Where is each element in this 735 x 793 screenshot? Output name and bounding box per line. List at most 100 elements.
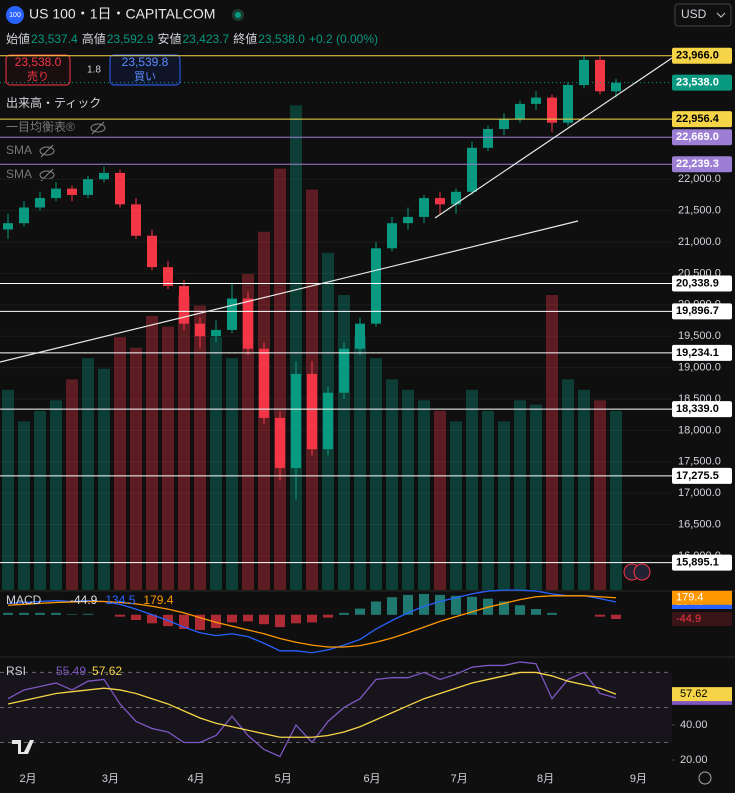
indicator-label: SMA xyxy=(6,143,32,157)
candle-body xyxy=(163,267,173,286)
buy-label[interactable]: 買い xyxy=(134,70,156,83)
y-tick-label: 20.00 xyxy=(680,754,708,766)
volume-bar xyxy=(178,295,190,590)
macd-histogram-bar xyxy=(83,613,93,615)
volume-bar xyxy=(18,421,30,590)
volume-bar xyxy=(594,400,606,590)
level-label: 19,234.1 xyxy=(676,347,719,359)
candle-body xyxy=(51,188,61,199)
event-flag[interactable] xyxy=(633,563,651,581)
ohlc-value: 23,538.0 xyxy=(258,32,305,46)
volume-bar xyxy=(578,389,590,590)
macd-histogram-bar xyxy=(339,612,349,615)
volume-bar xyxy=(434,410,446,590)
candle-body xyxy=(3,223,13,230)
volume-bar xyxy=(130,347,142,590)
sell-label[interactable]: 売り xyxy=(27,70,49,83)
buy-button[interactable] xyxy=(109,54,181,86)
candle-body xyxy=(67,188,77,195)
level-label: 23,538.0 xyxy=(676,77,719,89)
y-tick-label: 19,500.0 xyxy=(678,330,721,342)
value-tag-label: 179.4 xyxy=(676,592,704,604)
ohlc-change: +0.2 (0.00%) xyxy=(309,32,378,46)
candle-body xyxy=(195,323,205,337)
candle-body xyxy=(371,248,381,324)
volume-bar xyxy=(66,379,78,590)
symbol-title: US 100・1日・CAPITALCOM xyxy=(29,6,215,22)
macd-histogram-bar xyxy=(387,597,397,615)
macd-histogram-bar xyxy=(19,612,29,615)
macd-histogram-bar xyxy=(371,601,381,615)
macd-value: 134.5 xyxy=(105,593,135,607)
signal-line xyxy=(7,595,617,648)
volume-bar xyxy=(82,358,94,590)
y-tick-label: 22,000.0 xyxy=(678,173,721,185)
x-tick-label: 9月 xyxy=(630,773,647,785)
macd-histogram-bar xyxy=(259,614,269,625)
candle-body xyxy=(435,198,445,205)
buy-price[interactable]: 23,539.8 xyxy=(122,55,169,69)
y-tick-label: 17,000.0 xyxy=(678,487,721,499)
candle-body xyxy=(531,97,541,104)
value-tag-label: -44.9 xyxy=(676,613,701,625)
rsi-value: 55.49 xyxy=(56,664,86,678)
volume-bar xyxy=(450,421,462,590)
currency[interactable]: USD xyxy=(681,7,707,21)
currency-button[interactable] xyxy=(674,3,732,27)
volume-bar xyxy=(146,316,158,590)
candle-body xyxy=(115,172,125,205)
macd-histogram-bar xyxy=(531,609,541,615)
level-tag xyxy=(672,275,732,292)
indicator-label: 一目均衡表® xyxy=(6,120,75,134)
volume-bar xyxy=(194,305,206,590)
macd-histogram-bar xyxy=(291,614,301,624)
x-tick-label: 8月 xyxy=(537,773,554,785)
volume-bar xyxy=(402,389,414,590)
level-label: 15,895.1 xyxy=(676,557,719,569)
candle-body xyxy=(243,298,253,349)
volume-bar xyxy=(290,105,302,590)
settings-icon[interactable] xyxy=(698,771,712,785)
macd-pane: MACD -44.9 134.5 179.4 xyxy=(0,589,735,654)
candle-body xyxy=(227,298,237,330)
candle-body xyxy=(19,207,29,224)
candle-body xyxy=(403,216,413,224)
x-tick-label: 3月 xyxy=(102,773,119,785)
level-tag xyxy=(672,47,732,64)
level-label: 22,669.0 xyxy=(676,131,719,143)
trend-lines xyxy=(0,57,673,363)
pane-title: MACD xyxy=(6,593,42,607)
level-tag xyxy=(672,401,732,418)
axis-layer: 22,000.021,500.021,000.020,500.020,000.0… xyxy=(19,47,732,785)
candle-body xyxy=(339,348,349,393)
macd-histogram-bar xyxy=(499,601,509,615)
volume-bar xyxy=(386,379,398,590)
macd-histogram-bar xyxy=(611,614,621,620)
macd-histogram-bar xyxy=(451,595,461,615)
macd-histogram-bar xyxy=(355,608,365,615)
candle-body xyxy=(611,82,621,92)
x-tick-label: 6月 xyxy=(363,773,380,785)
volume-bar xyxy=(418,400,430,590)
candle-body xyxy=(387,223,397,249)
volume-bar xyxy=(530,404,542,590)
level-label: 23,966.0 xyxy=(676,50,719,62)
level-tag xyxy=(672,129,732,146)
candle-body xyxy=(355,323,365,349)
macd-histogram-bar xyxy=(435,594,445,615)
volume-bar xyxy=(98,368,110,590)
macd-histogram-bar xyxy=(243,614,253,622)
sell-button[interactable] xyxy=(5,54,71,86)
sell-price[interactable]: 23,538.0 xyxy=(15,55,62,69)
macd-histogram-bar xyxy=(275,614,285,628)
candle-body xyxy=(99,172,109,180)
candle-body xyxy=(211,329,221,337)
volume-bar xyxy=(210,337,222,590)
macd-histogram-bar xyxy=(131,614,141,620)
macd-histogram-bar xyxy=(323,614,333,618)
macd-histogram-bar xyxy=(115,614,125,617)
macd-histogram-bar xyxy=(35,612,45,615)
ohlc-row: 始値 23,537.4 高値 23,592.9 安値 23,423.7 終値 23,538.0… xyxy=(6,31,378,46)
level-label: 19,896.7 xyxy=(676,305,719,317)
